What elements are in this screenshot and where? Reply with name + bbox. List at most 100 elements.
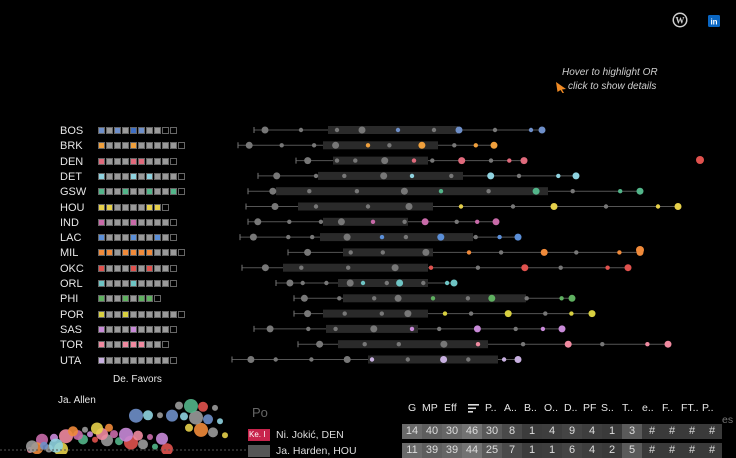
player-square[interactable] [162, 203, 169, 211]
player-square[interactable] [130, 280, 137, 287]
team-color-squares[interactable] [98, 234, 177, 242]
player-square[interactable] [98, 172, 105, 180]
player-square[interactable] [162, 142, 169, 150]
player-square[interactable] [138, 234, 145, 242]
player-square[interactable] [130, 356, 137, 364]
player-square[interactable] [114, 157, 121, 165]
player-square[interactable] [98, 127, 105, 134]
player-square[interactable] [162, 325, 169, 333]
player-square[interactable] [114, 356, 121, 364]
team-label-brk[interactable]: BRK [60, 140, 83, 153]
player-square[interactable] [138, 249, 145, 257]
player-square[interactable] [146, 127, 153, 134]
player-square[interactable] [154, 188, 161, 196]
team-label-por[interactable]: POR [60, 308, 84, 321]
player-square[interactable] [106, 172, 113, 180]
player-square[interactable] [146, 234, 153, 242]
player-square[interactable] [138, 142, 145, 150]
player-square[interactable] [154, 325, 161, 333]
player-square[interactable] [122, 249, 129, 257]
team-label-det[interactable]: DET [60, 170, 82, 183]
player-square[interactable] [114, 310, 121, 318]
team-color-squares[interactable] [98, 203, 169, 212]
team-color-squares[interactable] [98, 172, 185, 181]
player-square[interactable] [130, 249, 137, 257]
player-square[interactable] [114, 264, 121, 272]
player-square[interactable] [162, 157, 169, 165]
player-square[interactable] [98, 157, 105, 165]
player-square[interactable] [146, 218, 153, 226]
player-square[interactable] [106, 157, 113, 165]
column-header[interactable]: D.. [564, 402, 578, 414]
team-label-mil[interactable]: MIL [60, 247, 79, 260]
column-header[interactable]: G [408, 402, 417, 414]
player-square[interactable] [130, 172, 137, 180]
player-square[interactable] [162, 280, 169, 287]
team-label-hou[interactable]: HOU [60, 201, 85, 214]
player-square[interactable] [170, 325, 177, 333]
player-square[interactable] [146, 280, 153, 287]
player-square[interactable] [154, 280, 161, 287]
column-header[interactable]: PF [583, 402, 597, 414]
team-color-squares[interactable] [98, 310, 185, 319]
team-label-sas[interactable]: SAS [60, 323, 83, 336]
team-color-squares[interactable] [98, 249, 185, 257]
player-square[interactable] [154, 157, 161, 165]
player-square[interactable] [162, 218, 169, 226]
player-square[interactable] [170, 264, 177, 272]
player-square[interactable] [114, 280, 121, 287]
player-square[interactable] [98, 203, 105, 211]
player-square[interactable] [178, 172, 185, 180]
player-square[interactable] [98, 310, 105, 318]
player-square[interactable] [170, 142, 177, 150]
column-header[interactable]: T.. [622, 402, 634, 414]
column-header[interactable]: e.. [642, 402, 654, 414]
team-color-squares[interactable] [98, 127, 177, 135]
player-square[interactable] [114, 341, 121, 349]
player-square[interactable] [122, 172, 129, 180]
player-square[interactable] [106, 188, 113, 196]
player-square[interactable] [106, 142, 113, 150]
player-square[interactable] [98, 234, 105, 242]
player-square[interactable] [122, 325, 129, 333]
team-label-ind[interactable]: IND [60, 216, 79, 229]
linkedin-icon[interactable]: in [708, 14, 720, 27]
team-label-bos[interactable]: BOS [60, 125, 84, 137]
player-square[interactable] [154, 234, 161, 242]
player-square[interactable] [114, 325, 121, 333]
player-square[interactable] [106, 295, 113, 303]
player-square[interactable] [98, 325, 105, 333]
player-square[interactable] [130, 325, 137, 333]
column-header[interactable]: Eff [444, 402, 457, 414]
player-square[interactable] [138, 295, 145, 303]
team-color-squares[interactable] [98, 218, 177, 227]
player-square[interactable] [138, 188, 145, 196]
player-square[interactable] [114, 188, 121, 196]
player-square[interactable] [170, 249, 177, 257]
column-header[interactable]: P.. [485, 402, 497, 414]
player-square[interactable] [130, 310, 137, 318]
player-square[interactable] [146, 356, 153, 364]
column-header[interactable]: F.. [662, 402, 674, 414]
player-square[interactable] [162, 188, 169, 196]
player-square[interactable] [178, 188, 185, 196]
player-square[interactable] [146, 142, 153, 150]
player-square[interactable] [106, 249, 113, 257]
player-square[interactable] [154, 356, 161, 364]
player-square[interactable] [122, 203, 129, 211]
team-label-tor[interactable]: TOR [60, 339, 84, 352]
team-strip-plot[interactable] [228, 118, 736, 368]
column-header[interactable]: FT.. [681, 402, 699, 414]
player-square[interactable] [162, 234, 169, 242]
player-square[interactable] [98, 249, 105, 257]
player-square[interactable] [170, 310, 177, 318]
team-color-squares[interactable] [98, 264, 177, 273]
player-square[interactable] [170, 188, 177, 196]
player-square[interactable] [98, 264, 105, 272]
player-square[interactable] [146, 157, 153, 165]
player-square[interactable] [122, 218, 129, 226]
player-square[interactable] [122, 188, 129, 196]
player-square[interactable] [146, 203, 153, 211]
team-color-squares[interactable] [98, 157, 177, 166]
player-square[interactable] [114, 218, 121, 226]
